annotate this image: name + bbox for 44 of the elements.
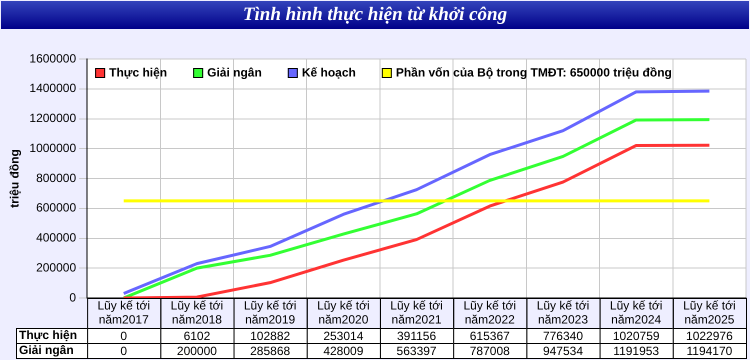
data-label: 1194170 [686, 344, 733, 358]
data-label: 0 [120, 344, 128, 358]
data-label: 776340 [542, 328, 584, 343]
legend-label: Kế hoạch [302, 65, 356, 80]
text: Thực hiện [19, 328, 78, 342]
data-label: 947534 [542, 344, 584, 358]
data-label: 253014 [323, 328, 364, 343]
y-tick-label: 0 [69, 290, 76, 304]
y-tick-label: 1400000 [29, 81, 76, 96]
x-tick-label: Lũy kế tới năm2022 [463, 298, 516, 326]
data-label: 615367 [470, 328, 510, 343]
x-tick-label: Lũy kế tới năm2021 [390, 298, 443, 326]
text: Giải ngân [19, 342, 74, 357]
y-tick-label: 800000 [36, 170, 76, 185]
data-label: 1022976 [686, 328, 734, 343]
x-tick-label: Lũy kế tới năm2024 [610, 298, 662, 326]
data-label: 1020759 [612, 328, 660, 343]
data-label: 6102 [184, 328, 211, 343]
y-tick-label: 200000 [36, 260, 76, 274]
data-label: 391156 [396, 328, 436, 343]
legend-label: Phần vốn của Bộ trong TMĐT: 650000 triệu đồng [396, 65, 672, 80]
data-label: 102882 [250, 328, 290, 343]
data-label: 787008 [470, 344, 510, 358]
legend-label: Thực hiện [109, 65, 168, 80]
x-tick-label: Lũy kế tới năm2020 [317, 298, 370, 326]
chart-title: Tình hình thực hiện từ khởi công [1, 1, 749, 29]
legend-label: Giải ngân [207, 65, 262, 80]
x-tick-label: Lũy kế tới năm2018 [170, 298, 224, 326]
data-label: 428009 [323, 344, 364, 358]
y-tick-label: 600000 [36, 200, 76, 215]
y-tick-label: 1600000 [29, 51, 76, 66]
data-label: 200000 [176, 344, 218, 358]
x-tick-label: Lũy kế tới năm2019 [244, 298, 296, 326]
y-axis-title: triệu đồng [8, 149, 22, 208]
x-tick-label: Lũy kế tới năm2023 [536, 298, 590, 326]
data-label: 285868 [250, 344, 290, 358]
data-label: 563397 [396, 344, 437, 358]
y-tick-label: 1200000 [29, 111, 76, 126]
y-tick-label: 400000 [36, 230, 76, 245]
data-label: 1191953 [613, 344, 660, 358]
data-label: 0 [120, 328, 128, 343]
x-tick-label: Lũy kế tới năm2025 [683, 298, 736, 326]
y-tick-label: 1000000 [29, 140, 76, 155]
x-tick-label: Lũy kế tới năm2017 [97, 298, 150, 326]
